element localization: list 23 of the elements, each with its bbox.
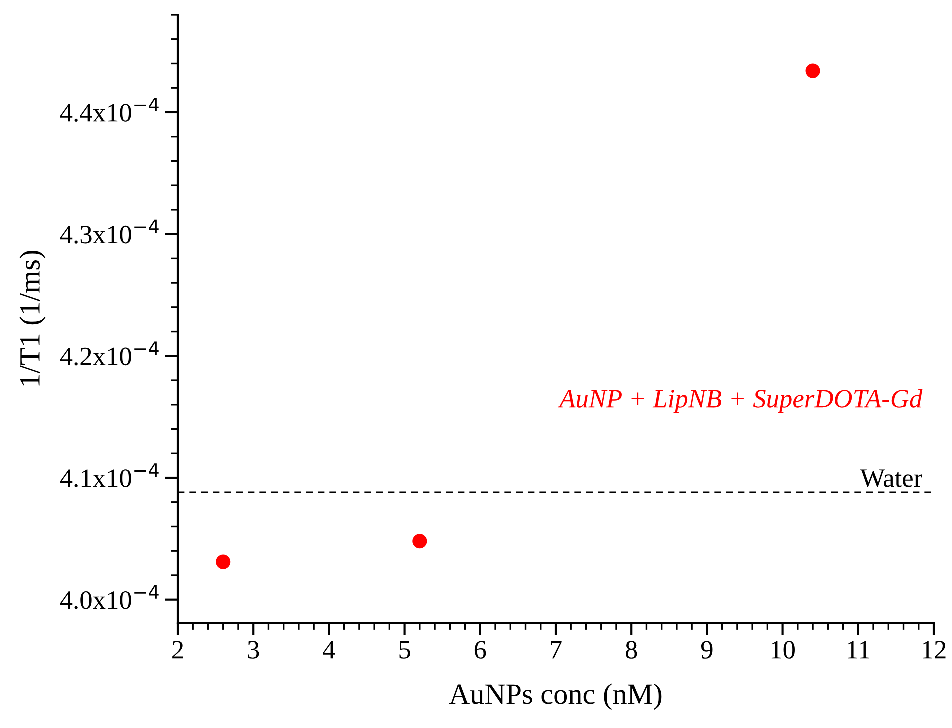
ref-line-label: Water bbox=[860, 470, 922, 488]
x-tick-label: 8 bbox=[626, 641, 638, 659]
x-tick-label: 7 bbox=[551, 641, 562, 659]
y-tick-label: 4.0x10$^{−4}$ bbox=[60, 585, 159, 610]
y-tick-label: 4.2x10$^{−4}$ bbox=[60, 342, 159, 366]
y-tick-label: 4.1x10$^{−4}$ bbox=[60, 464, 159, 488]
x-tick-label: 2 bbox=[172, 641, 184, 659]
x-tick-label: 3 bbox=[248, 641, 260, 659]
x-tick-label: 6 bbox=[474, 641, 486, 659]
x-tick-label: 12 bbox=[923, 641, 946, 659]
x-tick-label: 5 bbox=[400, 641, 410, 659]
x-tick-label: 9 bbox=[701, 641, 713, 659]
x-tick-label: 10 bbox=[772, 641, 795, 659]
y-tick-label: 4.4x10$^{−4}$ bbox=[60, 98, 159, 122]
y-tick-label: 4.3x10$^{−4}$ bbox=[60, 220, 159, 244]
x-tick-label: 11 bbox=[848, 641, 870, 659]
point bbox=[412, 534, 428, 549]
point bbox=[216, 554, 231, 570]
y-axis-title: 1/T1 (1/ms) bbox=[19, 251, 46, 386]
x-axis-title: AuNPs conc (nM) bbox=[449, 684, 662, 710]
point bbox=[806, 64, 820, 78]
x-tick-label: 4 bbox=[323, 641, 336, 659]
text: AuNP + LipNB + SuperDOTA-Gd bbox=[558, 389, 923, 414]
